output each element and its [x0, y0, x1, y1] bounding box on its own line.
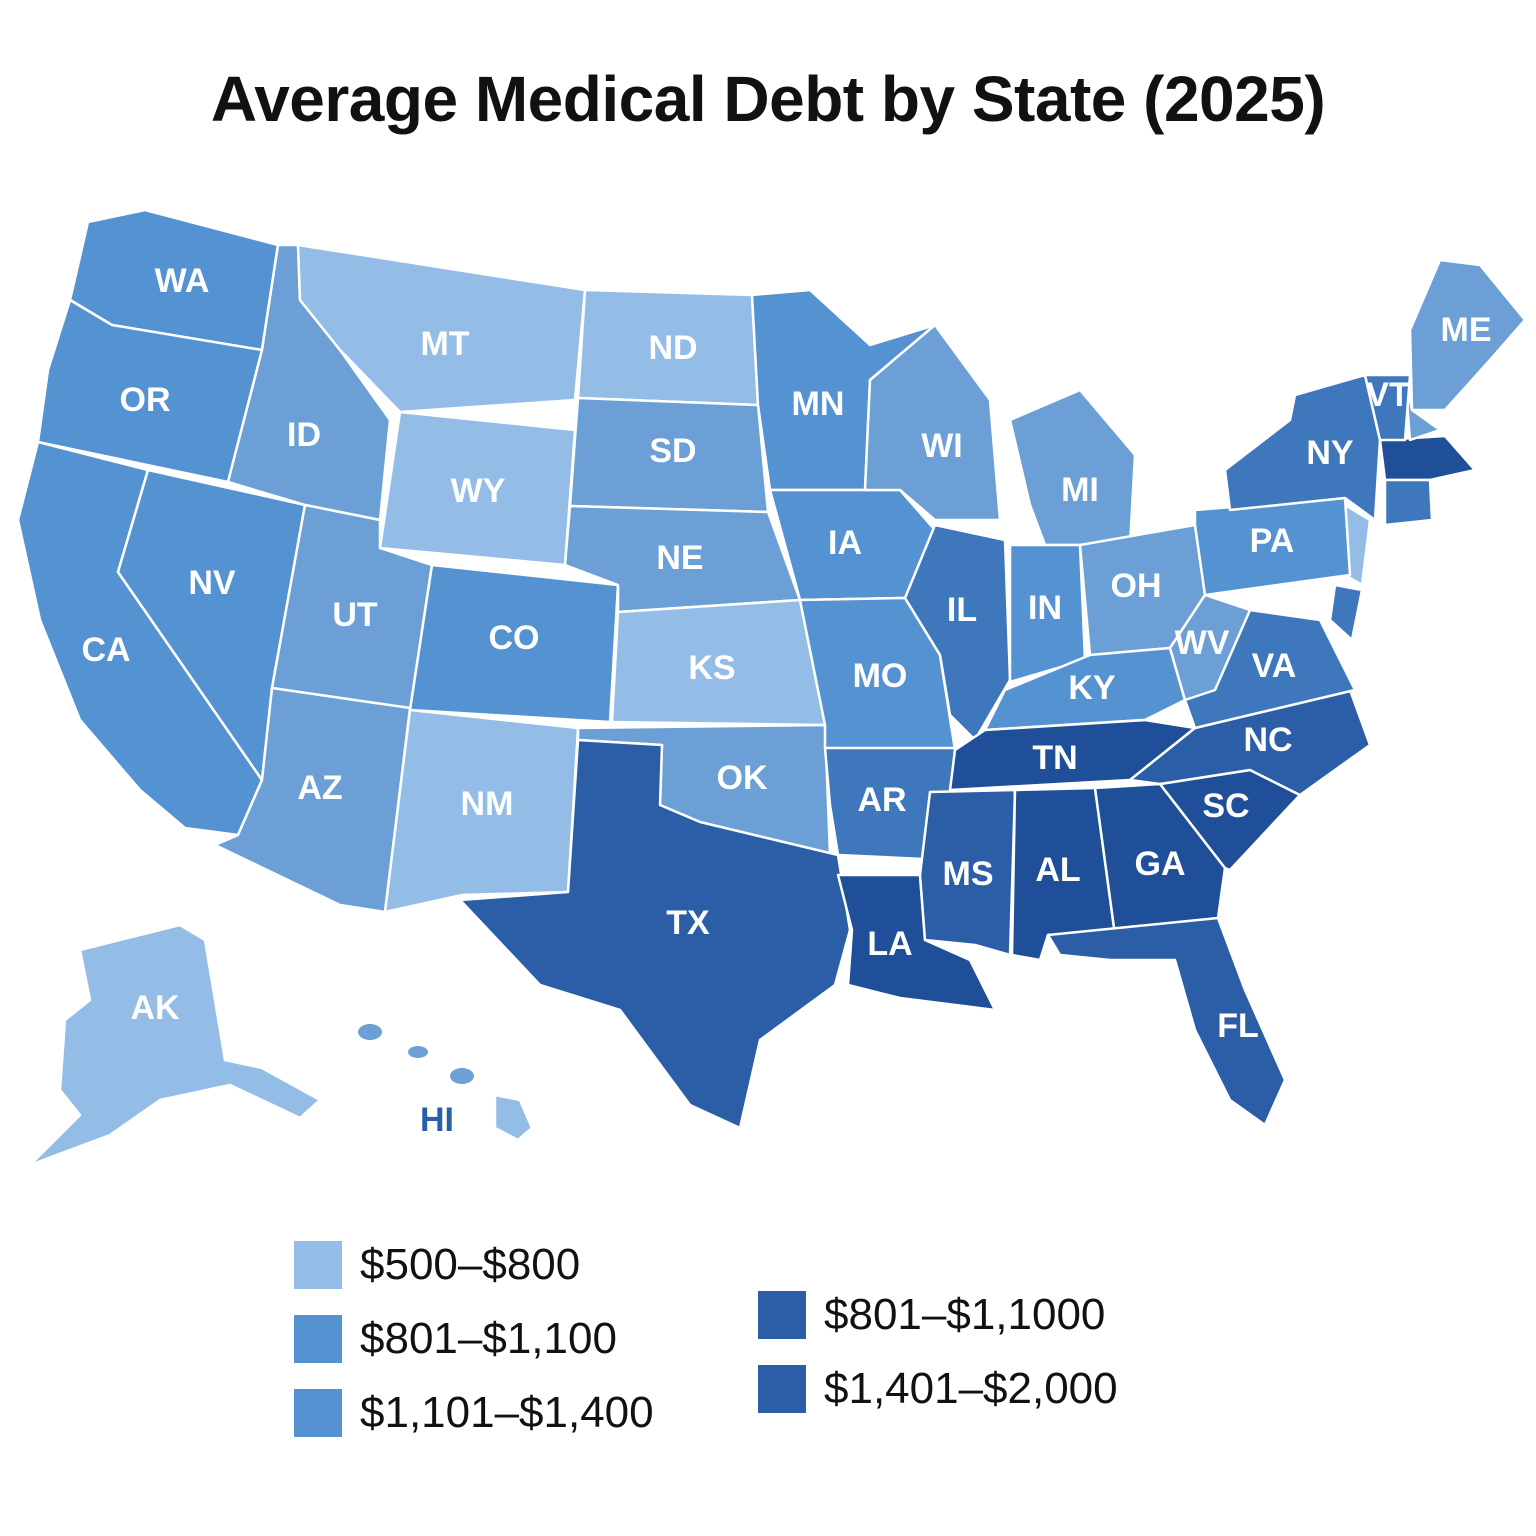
- state-mi[interactable]: [1008, 388, 1137, 547]
- state-fl[interactable]: [1046, 916, 1287, 1127]
- state-label-wa: WA: [155, 262, 210, 300]
- state-tx[interactable]: [458, 738, 852, 1130]
- state-label-sc: SC: [1202, 787, 1249, 825]
- state-label-ne: NE: [656, 539, 703, 577]
- states-layer: [16, 208, 1527, 1167]
- legend-label: $500–$800: [360, 1240, 581, 1289]
- state-co[interactable]: [408, 563, 620, 724]
- legend-swatch: [758, 1365, 806, 1413]
- state-me[interactable]: [1408, 258, 1527, 412]
- state-label-tn: TN: [1032, 739, 1077, 777]
- legend-label: $801–$1,100: [360, 1314, 617, 1363]
- state-labels-layer: WA OR CA NV ID MT WY UT AZ CO NM ND SD NE KS OK TX MN IA MO…: [81, 262, 1491, 1139]
- northeast-small-state: [1378, 434, 1477, 482]
- legend-item: $1,401–$2,000: [758, 1364, 1118, 1414]
- state-ga[interactable]: [1093, 782, 1227, 937]
- state-label-ut: UT: [332, 596, 378, 634]
- state-label-hi: HI: [420, 1101, 454, 1139]
- state-ny[interactable]: [1223, 373, 1382, 522]
- hawaii-island: [408, 1046, 428, 1058]
- state-label-ks: KS: [688, 649, 735, 687]
- legend-label: $1,101–$1,400: [360, 1388, 654, 1437]
- legend-label: $801–$1,1000: [824, 1290, 1106, 1339]
- legend-swatch: [294, 1389, 342, 1437]
- northeast-small-state: [1328, 583, 1364, 642]
- state-label-il: IL: [947, 591, 977, 629]
- state-label-ga: GA: [1135, 845, 1186, 883]
- legend-label: $1,401–$2,000: [824, 1364, 1118, 1413]
- state-label-az: AZ: [297, 769, 342, 807]
- state-label-ar: AR: [857, 781, 906, 819]
- state-label-wy: WY: [451, 472, 506, 510]
- state-label-la: LA: [867, 925, 912, 963]
- state-label-id: ID: [287, 416, 321, 454]
- legend-swatch: [294, 1241, 342, 1289]
- state-label-mo: MO: [853, 657, 908, 695]
- state-label-pa: PA: [1250, 522, 1295, 560]
- hawaii-island: [358, 1024, 382, 1040]
- legend-item: $801–$1,1000: [758, 1290, 1105, 1340]
- state-label-ia: IA: [828, 524, 862, 562]
- state-ak[interactable]: [28, 923, 322, 1167]
- state-ar[interactable]: [823, 746, 957, 862]
- state-label-oh: OH: [1111, 567, 1162, 605]
- state-label-ak: AK: [130, 989, 180, 1027]
- state-label-tx: TX: [666, 904, 710, 942]
- state-label-nm: NM: [461, 785, 514, 823]
- state-hi[interactable]: [493, 1093, 534, 1142]
- legend-swatch: [294, 1315, 342, 1363]
- state-label-vt: VT: [1366, 376, 1410, 414]
- state-label-ok: OK: [717, 759, 768, 797]
- legend-item: $1,101–$1,400: [294, 1388, 654, 1438]
- state-label-or: OR: [120, 381, 171, 419]
- state-wi[interactable]: [863, 323, 1002, 522]
- legend-item: $500–$800: [294, 1240, 580, 1290]
- state-il[interactable]: [903, 523, 1012, 742]
- state-label-nd: ND: [648, 329, 697, 367]
- state-label-ms: MS: [943, 855, 994, 893]
- state-label-al: AL: [1035, 851, 1080, 889]
- state-label-nv: NV: [188, 564, 236, 602]
- state-label-va: VA: [1252, 647, 1297, 685]
- state-label-co: CO: [489, 619, 540, 657]
- state-vt[interactable]: [1363, 373, 1412, 442]
- state-label-nc: NC: [1243, 721, 1292, 759]
- state-label-wi: WI: [921, 427, 963, 465]
- state-label-ny: NY: [1306, 434, 1354, 472]
- hawaii-island: [450, 1068, 474, 1084]
- state-label-in: IN: [1028, 589, 1062, 627]
- state-label-fl: FL: [1217, 1007, 1259, 1045]
- legend-item: $801–$1,100: [294, 1314, 617, 1364]
- state-label-mt: MT: [420, 325, 469, 363]
- legend-swatch: [758, 1291, 806, 1339]
- state-pa[interactable]: [1193, 496, 1352, 597]
- state-label-mi: MI: [1061, 471, 1099, 509]
- state-label-ky: KY: [1068, 669, 1116, 707]
- map-title: Average Medical Debt by State (2025): [210, 63, 1326, 135]
- state-label-me: ME: [1441, 311, 1492, 349]
- state-label-sd: SD: [649, 432, 696, 470]
- state-nm[interactable]: [383, 708, 580, 914]
- state-label-wv: WV: [1175, 624, 1230, 662]
- state-label-mn: MN: [792, 385, 845, 423]
- northeast-small-state: [1383, 478, 1434, 527]
- state-label-ca: CA: [81, 631, 130, 669]
- northeast-small-state: [1403, 373, 1442, 442]
- state-wv[interactable]: [1168, 593, 1252, 702]
